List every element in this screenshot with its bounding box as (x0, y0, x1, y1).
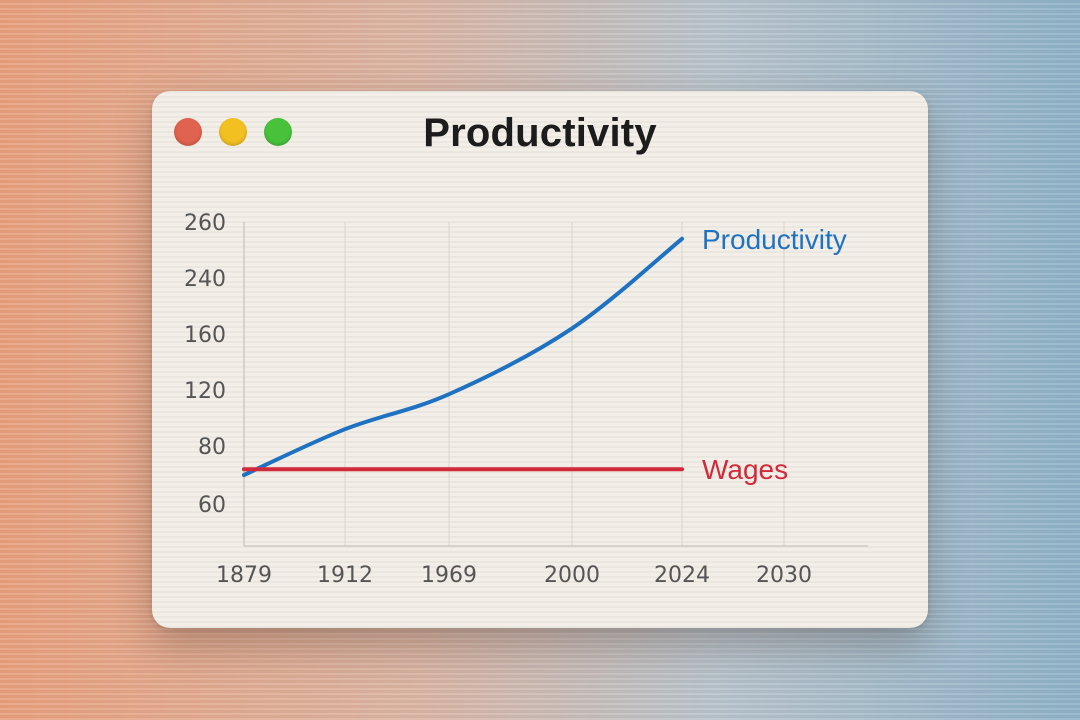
chart-window: Productivity 260 240 160 120 80 60 1879 1912 19… (152, 91, 928, 628)
x-tick-label: 2024 (654, 563, 710, 588)
series-lines (242, 236, 684, 477)
x-tick-label: 2030 (756, 563, 812, 588)
series-labels: Productivity Wages (702, 224, 847, 485)
zoom-button[interactable] (264, 118, 292, 146)
close-button[interactable] (174, 118, 202, 146)
grid-lines (344, 222, 785, 546)
series-label-wages: Wages (702, 454, 788, 485)
y-tick-labels: 260 240 160 120 80 60 (184, 211, 226, 518)
x-tick-labels: 1879 1912 1969 2000 2024 2030 (216, 563, 812, 588)
y-tick-label: 160 (184, 323, 226, 348)
y-tick-label: 60 (198, 493, 226, 518)
line-chart: 260 240 160 120 80 60 1879 1912 1969 2000 2024 203… (184, 211, 868, 588)
series-line-productivity (242, 236, 684, 477)
y-tick-label: 80 (198, 435, 226, 460)
window-title: Productivity (423, 111, 657, 155)
x-tick-label: 1969 (421, 563, 477, 588)
x-tick-label: 1879 (216, 563, 272, 588)
y-tick-label: 240 (184, 267, 226, 292)
x-tick-label: 1912 (317, 563, 373, 588)
series-label-productivity: Productivity (702, 224, 847, 255)
y-tick-label: 260 (184, 211, 226, 236)
y-tick-label: 120 (184, 379, 226, 404)
x-tick-label: 2000 (544, 563, 600, 588)
minimize-button[interactable] (219, 118, 247, 146)
